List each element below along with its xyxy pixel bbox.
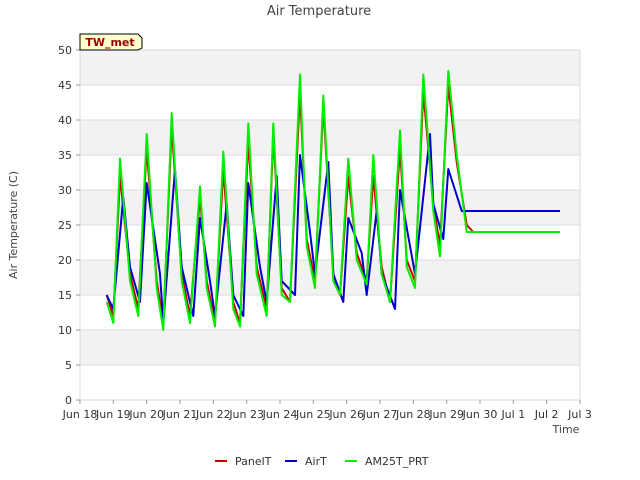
y-tick-label: 5 <box>65 359 72 372</box>
plot-band <box>80 260 580 295</box>
y-tick-label: 25 <box>58 219 72 232</box>
legend-label-airt: AirT <box>305 455 327 468</box>
x-tick-label: Jun 21 <box>162 408 198 421</box>
legend-label-panelt: PanelT <box>235 455 272 468</box>
plot-band <box>80 365 580 400</box>
x-tick-label: Jun 29 <box>428 408 464 421</box>
x-tick-label: Jun 22 <box>195 408 231 421</box>
y-tick-label: 30 <box>58 184 72 197</box>
series-line-airt <box>105 133 560 324</box>
y-tick-label: 40 <box>58 114 72 127</box>
x-tick-label: Jul 1 <box>500 408 525 421</box>
plot-band <box>80 85 580 120</box>
station-badge-shape <box>79 33 143 51</box>
x-tick-label: Jun 18 <box>62 408 98 421</box>
y-axis-label: Air Temperature (C) <box>7 171 20 279</box>
x-tick-label: Jun 20 <box>128 408 164 421</box>
x-tick-label: Jun 24 <box>262 408 298 421</box>
plot-band <box>80 330 580 365</box>
station-badge: TW_met <box>79 33 143 51</box>
chart-title: Air Temperature <box>267 4 371 19</box>
y-axis-ticks: 0 5 10 15 20 25 30 35 40 45 50 <box>58 44 80 407</box>
y-tick-label: 0 <box>65 394 72 407</box>
y-tick-label: 10 <box>58 324 72 337</box>
plot-band <box>80 295 580 330</box>
plot-band <box>80 120 580 155</box>
x-axis-label: Time <box>552 423 580 436</box>
x-tick-label: Jun 28 <box>395 408 431 421</box>
station-badge-label: TW_met <box>85 36 134 49</box>
x-tick-label: Jun 26 <box>328 408 364 421</box>
plot-background <box>80 50 580 400</box>
x-tick-label: Jun 23 <box>228 408 264 421</box>
y-tick-label: 50 <box>58 44 72 57</box>
x-tick-label: Jul 3 <box>567 408 592 421</box>
series-lines <box>105 70 560 331</box>
y-tick-label: 15 <box>58 289 72 302</box>
x-tick-label: Jun 30 <box>462 408 498 421</box>
x-tick-label: Jul 2 <box>534 408 559 421</box>
x-tick-label: Jun 25 <box>295 408 331 421</box>
x-tick-label: Jun 19 <box>95 408 131 421</box>
y-tick-label: 35 <box>58 149 72 162</box>
plot-band <box>80 50 580 85</box>
x-tick-label: Jun 27 <box>362 408 398 421</box>
series-line-am25t_prt <box>105 70 560 331</box>
legend-label-am25t_prt: AM25T_PRT <box>365 455 429 468</box>
legend: PanelT AirT AM25T_PRT <box>215 455 429 468</box>
y-tick-label: 20 <box>58 254 72 267</box>
y-tick-label: 45 <box>58 79 72 92</box>
